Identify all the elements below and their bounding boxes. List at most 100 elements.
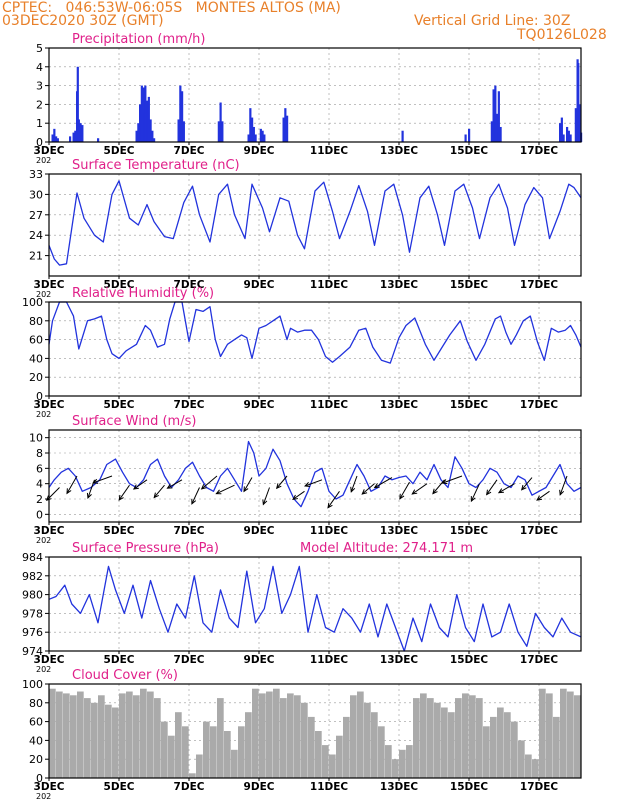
- x-tick-label: 5DEC: [104, 399, 135, 411]
- precip-bar: [51, 134, 54, 142]
- precip-bar: [497, 91, 500, 142]
- cloud-cover-bar: [406, 745, 413, 778]
- grid-note: Vertical Grid Line: 30Z: [414, 13, 571, 29]
- wind-arrow-shaft: [470, 483, 480, 502]
- wind-arrow: [191, 487, 200, 505]
- precip-bar: [153, 138, 156, 142]
- y-tick-label: 6: [36, 462, 43, 475]
- temp-panel: 21 24 27 30 33 3DEC 5DEC 7DEC 9DEC 11DEC 13DEC 15DE…: [29, 158, 582, 299]
- precip-bar: [263, 134, 266, 142]
- wind-title: Surface Wind (m/s): [72, 414, 196, 429]
- cloud-title: Cloud Cover (%): [72, 668, 178, 683]
- precip-bar: [574, 108, 577, 142]
- y-tick-label: 33: [29, 168, 43, 181]
- precip-bar: [494, 85, 497, 142]
- y-tick-label: 40: [29, 352, 43, 365]
- cloud-cover-bar: [203, 721, 210, 778]
- y-tick-label: 982: [22, 570, 43, 583]
- wind-arrow-shaft: [201, 475, 218, 490]
- y-tick-label: 978: [22, 607, 43, 620]
- wind-arrow: [92, 475, 113, 484]
- y-tick-label: 4: [36, 478, 43, 491]
- wind-arrow-shaft: [361, 483, 375, 495]
- wind-arrow-shaft: [262, 487, 270, 505]
- precip-panel: 0 1 2 3 4 5 3DEC 5DEC 7DEC 9DEC 11DEC 13DEC 15DEC 17D…: [34, 32, 583, 165]
- precip-bar: [182, 121, 185, 142]
- precip-bar: [144, 85, 147, 142]
- cloud-cover-bar: [315, 731, 322, 778]
- x-tick-label: 11DEC: [310, 145, 349, 157]
- precip-bar: [219, 102, 222, 142]
- rh-frame: [48, 301, 582, 397]
- cloud-cover-bar: [189, 773, 196, 778]
- y-tick-label: 2: [36, 493, 43, 506]
- cloud-cover-bar: [126, 691, 133, 778]
- cloud-cover-bar: [497, 707, 504, 778]
- cloud-cover-bar: [217, 698, 224, 778]
- cloud-cover-bar: [567, 691, 574, 778]
- cloud-cover-bar: [434, 702, 441, 778]
- run-date: 03DEC2020 30Z (GMT): [2, 13, 164, 29]
- x-tick-label: 3DEC: [34, 525, 65, 537]
- wind-arrow: [536, 490, 550, 501]
- precip-bar: [259, 128, 262, 142]
- wind-arrow: [243, 477, 253, 493]
- y-tick-label: 30: [29, 188, 43, 201]
- precip-bar: [490, 121, 493, 142]
- wind-panel: 0 2 4 6 8 10 3DEC 5DEC 7DEC 9DEC 11DEC 13DEC 15DEC 17…: [29, 414, 582, 545]
- y-tick-label: 40: [29, 734, 43, 747]
- precip-bar: [217, 121, 220, 142]
- precip-bar: [69, 136, 72, 142]
- cloud-cover-bar: [245, 712, 252, 778]
- wind-arrow-head: [215, 489, 222, 495]
- wind-arrow-head: [92, 478, 99, 484]
- wind-arrow-shaft: [167, 479, 183, 489]
- x-tick-label: 7DEC: [174, 781, 205, 793]
- wind-arrow-head: [243, 486, 249, 493]
- temp-title: Surface Temperature (nC): [72, 158, 240, 173]
- y-tick-label: 60: [29, 334, 43, 347]
- x-tick-label: 5DEC: [104, 654, 135, 666]
- wind-arrow-shaft: [243, 477, 253, 492]
- cloud-cover-bar: [476, 698, 483, 778]
- precip-bar: [261, 130, 264, 142]
- x-tick-label: 7DEC: [174, 399, 205, 411]
- x-tick-label: 13DEC: [380, 781, 419, 793]
- cloud-cover-bar: [77, 691, 84, 778]
- wind-arrow-head: [559, 489, 565, 496]
- wind-arrow-head: [470, 496, 476, 503]
- y-tick-label: 1: [36, 117, 43, 130]
- cloud-cover-bar: [329, 754, 336, 778]
- y-tick-label: 10: [29, 432, 43, 445]
- wind-arrow: [361, 483, 375, 495]
- rh-title: Relative Humidity (%): [72, 286, 214, 301]
- y-tick-label: 27: [29, 209, 43, 222]
- x-tick-label: 11DEC: [310, 654, 349, 666]
- cloud-cover-bar: [294, 695, 301, 778]
- x-year-label: 202: [36, 290, 51, 299]
- wind-arrow-shaft: [93, 475, 113, 484]
- wind-arrow: [215, 484, 235, 495]
- model-code: TQ0126L028: [517, 27, 607, 43]
- cloud-cover-bar: [70, 695, 77, 778]
- precip-bar: [179, 85, 182, 142]
- precip-bar: [79, 123, 82, 142]
- cloud-cover-bar: [462, 693, 469, 778]
- wind-arrow: [292, 490, 305, 501]
- cloud-cover-bar: [196, 754, 203, 778]
- rh-series-line: [48, 301, 582, 364]
- x-tick-label: 17DEC: [520, 654, 559, 666]
- cloud-cover-bar: [448, 712, 455, 778]
- cloud-cover-bar: [266, 691, 273, 778]
- wind-arrow: [66, 475, 78, 495]
- cloud-cover-bar: [175, 712, 182, 778]
- wind-arrow: [118, 484, 130, 501]
- wind-arrow: [399, 481, 410, 500]
- y-tick-label: 4: [36, 61, 43, 74]
- x-year-label: 202: [36, 536, 51, 545]
- wind-arrow: [200, 475, 218, 490]
- cloud-cover-bar: [546, 693, 553, 778]
- precip-bar: [135, 130, 138, 142]
- wind-arrow-shaft: [276, 475, 288, 489]
